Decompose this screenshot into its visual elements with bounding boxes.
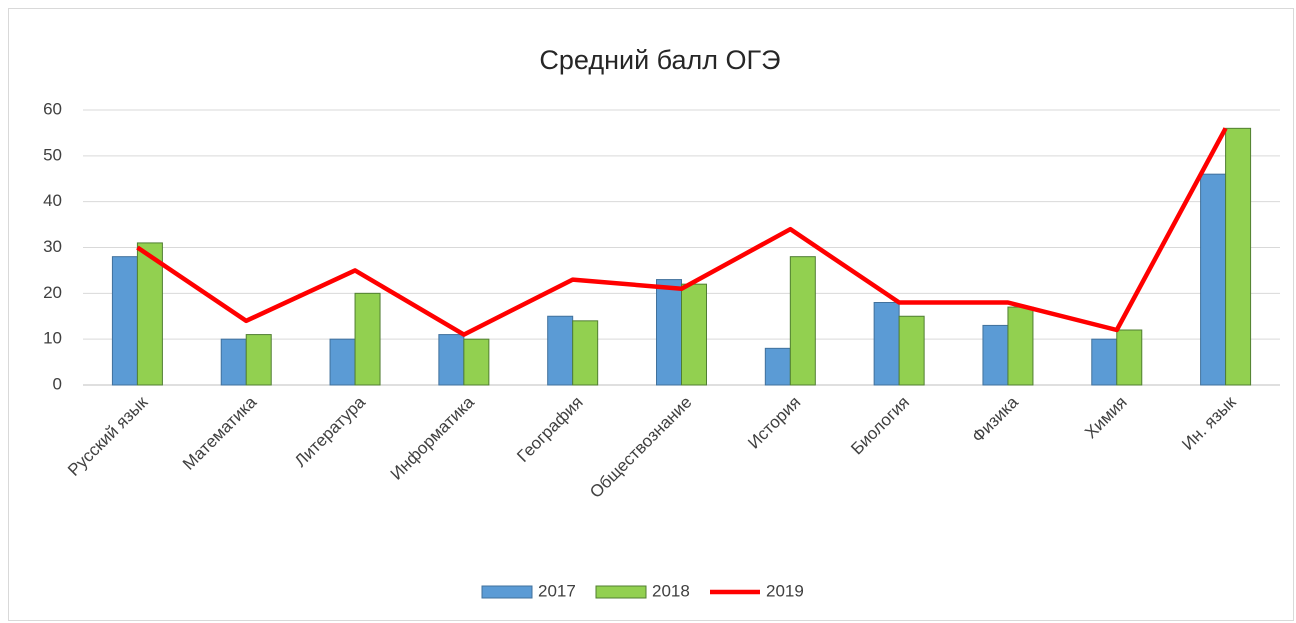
bar <box>898 315 925 386</box>
bar <box>354 292 381 386</box>
y-tick-label: 60 <box>43 99 62 118</box>
y-tick-label: 30 <box>43 237 62 256</box>
bar <box>547 315 574 386</box>
bar <box>438 334 465 386</box>
bar <box>873 302 900 386</box>
y-tick-label: 10 <box>43 329 62 348</box>
bar <box>1225 127 1252 386</box>
bar <box>656 279 682 386</box>
legend-swatch <box>481 585 533 599</box>
y-tick-label: 0 <box>53 374 62 393</box>
legend-swatch <box>595 585 647 599</box>
bar <box>111 256 138 386</box>
legend-label: 2017 <box>538 581 576 600</box>
y-tick-label: 20 <box>43 283 62 302</box>
bar <box>681 283 707 386</box>
bar <box>789 256 816 386</box>
chart-border <box>8 8 1294 621</box>
bar <box>329 338 356 386</box>
legend-label: 2019 <box>766 581 804 600</box>
bar <box>463 338 490 386</box>
bar <box>1116 329 1143 386</box>
bar <box>220 338 247 386</box>
bar <box>1200 173 1227 386</box>
legend-label: 2018 <box>652 581 690 600</box>
bar <box>1007 306 1034 386</box>
bar <box>764 347 791 386</box>
bar <box>982 324 1009 386</box>
bar <box>245 334 272 386</box>
bar <box>572 320 599 386</box>
y-tick-label: 50 <box>43 145 62 164</box>
y-tick-label: 40 <box>43 191 62 210</box>
bar <box>1091 338 1118 386</box>
chart-title: Средний балл ОГЭ <box>539 45 780 75</box>
line-series <box>136 127 1228 337</box>
bar <box>136 242 163 386</box>
